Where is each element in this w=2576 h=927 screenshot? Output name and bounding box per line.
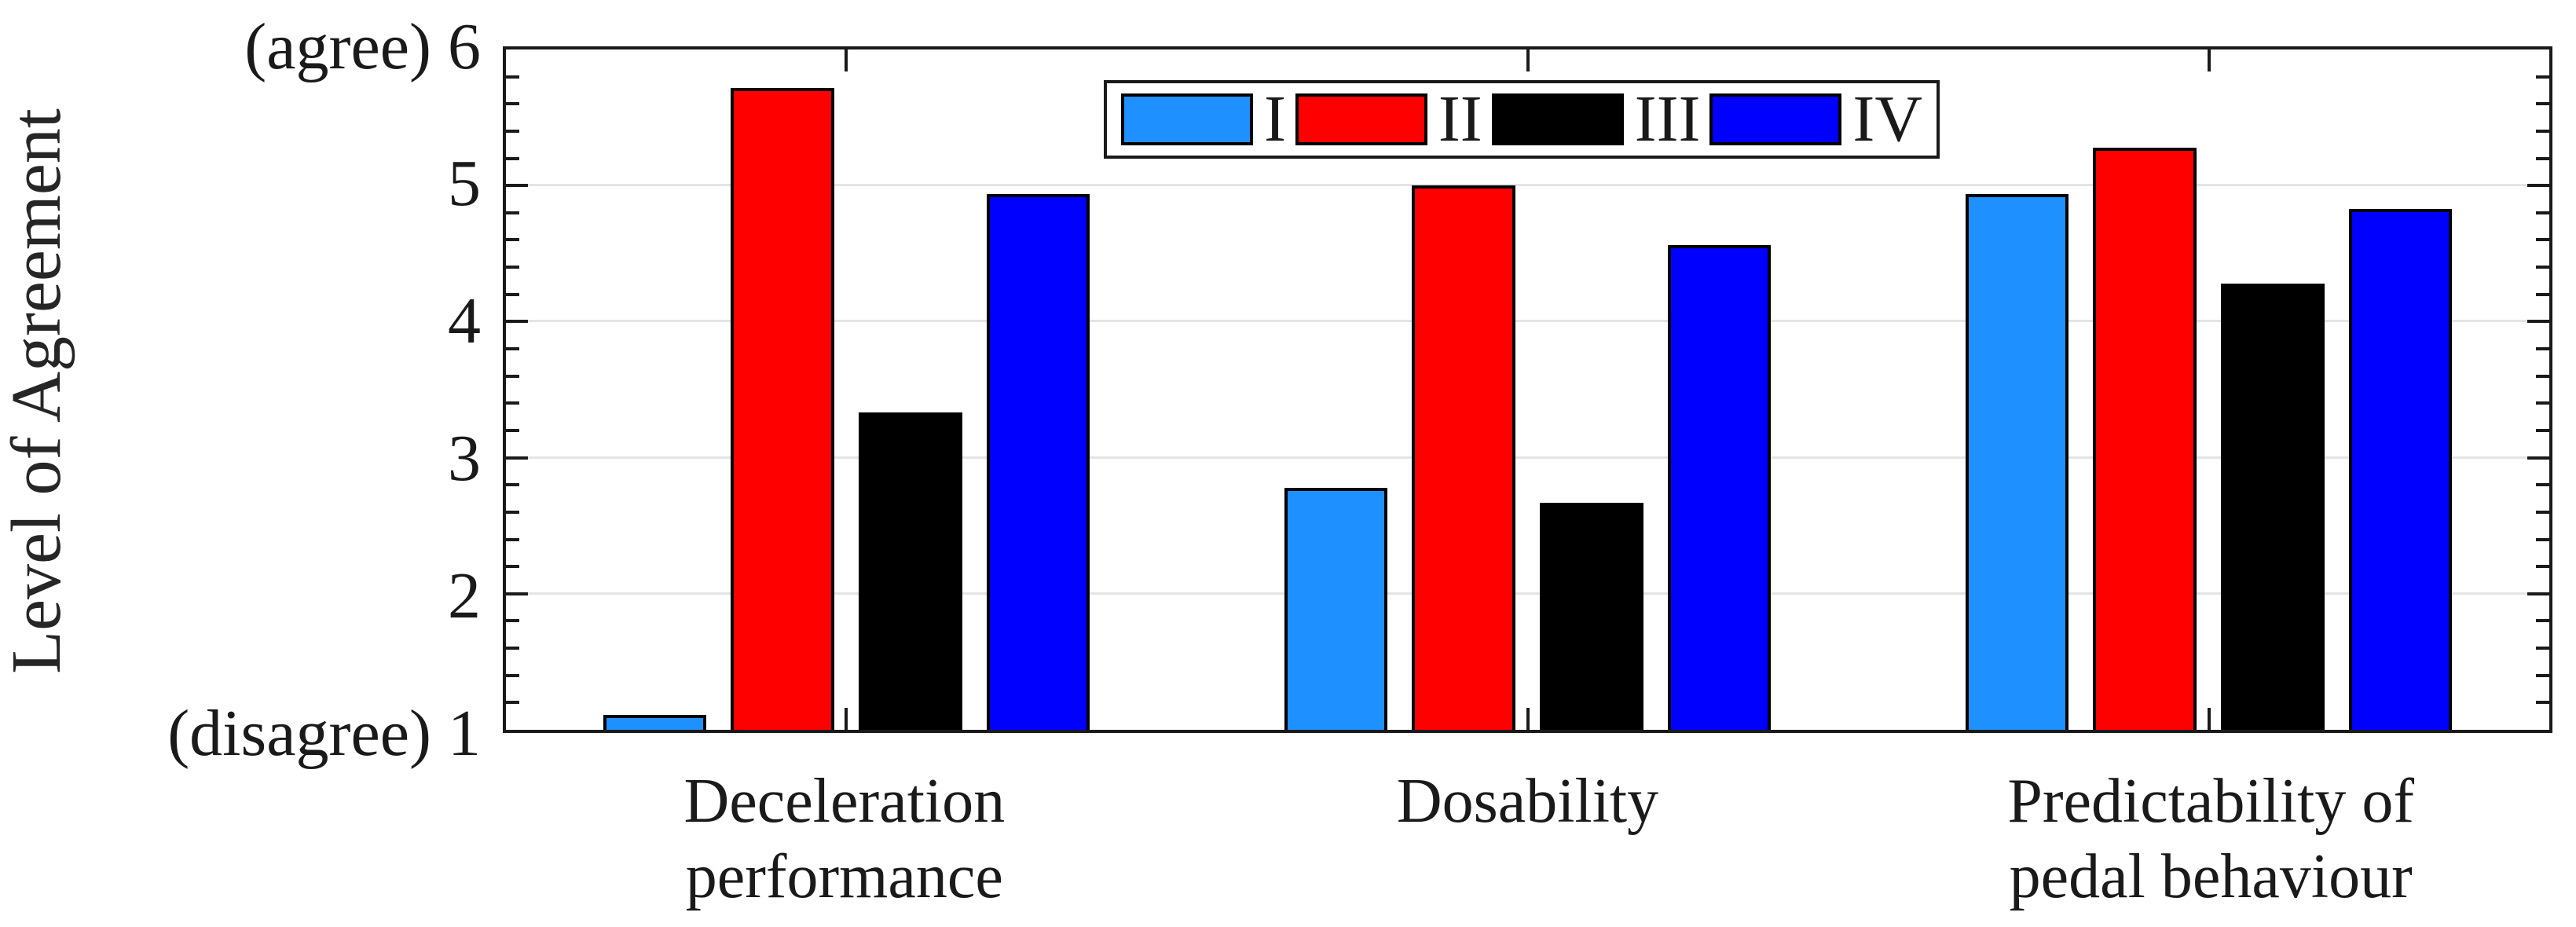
bar-II-deceleration-performance <box>731 87 835 730</box>
x-tick-top-deceleration-performance <box>845 49 848 71</box>
ytick-label-3: 3 <box>448 421 481 495</box>
y-minor-tick-left <box>506 347 519 351</box>
bar-I-predictability-of-pedal-behaviour <box>1965 193 2069 730</box>
x-tick-top-predictability-of-pedal-behaviour <box>2207 49 2211 71</box>
y-minor-tick-left <box>506 673 519 677</box>
y-minor-tick-right <box>2536 537 2549 541</box>
plot-area <box>503 46 2552 733</box>
x-tick-bottom-dosability <box>1526 708 1530 730</box>
legend-label-I: I <box>1264 82 1286 156</box>
gridline-y-5 <box>506 184 2549 187</box>
gridline-y-3 <box>506 456 2549 459</box>
legend-swatch-IV <box>1709 93 1842 145</box>
y-major-tick-right <box>2527 456 2549 460</box>
y-minor-tick-right <box>2536 292 2549 296</box>
bar-IV-deceleration-performance <box>986 193 1090 730</box>
y-minor-tick-left <box>506 292 519 296</box>
y-major-tick-left <box>506 184 528 188</box>
y-minor-tick-left <box>506 102 519 106</box>
y-major-tick-left <box>506 592 528 595</box>
y-minor-tick-right <box>2536 428 2549 432</box>
y-minor-tick-right <box>2536 510 2549 514</box>
y-minor-tick-right <box>2536 374 2549 378</box>
gridline-y-2 <box>506 592 2549 595</box>
y-minor-tick-right <box>2536 156 2549 160</box>
y-minor-tick-right <box>2536 401 2549 405</box>
legend-label-II: II <box>1438 82 1482 156</box>
bar-III-dosability <box>1539 502 1643 730</box>
ytick-label-5: 5 <box>448 147 481 221</box>
bar-III-predictability-of-pedal-behaviour <box>2220 283 2325 730</box>
y-minor-tick-left <box>506 701 519 705</box>
bar-II-dosability <box>1412 185 1516 730</box>
legend-swatch-III <box>1491 93 1624 145</box>
y-minor-tick-right <box>2536 619 2549 623</box>
bar-I-deceleration-performance <box>603 714 707 730</box>
legend-entry-III: III <box>1491 82 1701 156</box>
y-minor-tick-left <box>506 537 519 541</box>
x-tick-bottom-predictability-of-pedal-behaviour <box>2207 708 2211 730</box>
y-major-tick-right <box>2527 320 2549 324</box>
y-minor-tick-left <box>506 565 519 569</box>
y-major-tick-left <box>506 320 528 324</box>
x-tick-top-dosability <box>1526 49 1530 71</box>
y-minor-tick-right <box>2536 75 2549 79</box>
bar-II-predictability-of-pedal-behaviour <box>2093 147 2197 730</box>
y-minor-tick-left <box>506 75 519 79</box>
y-minor-tick-right <box>2536 673 2549 677</box>
y-minor-tick-left <box>506 619 519 623</box>
y-major-tick-right <box>2527 592 2549 595</box>
category-label-dosability: Dosability <box>1396 767 1659 836</box>
bar-III-deceleration-performance <box>858 412 962 730</box>
legend-swatch-II <box>1295 93 1427 145</box>
y-minor-tick-right <box>2536 102 2549 106</box>
y-minor-tick-right <box>2536 238 2549 242</box>
y-minor-tick-right <box>2536 211 2549 214</box>
legend-label-IV: IV <box>1852 82 1922 156</box>
y-minor-tick-left <box>506 211 519 214</box>
y-minor-tick-right <box>2536 129 2549 133</box>
legend: I II III IV <box>1104 80 1940 159</box>
legend-entry-IV: IV <box>1709 86 1922 152</box>
y-minor-tick-left <box>506 156 519 160</box>
y-major-tick-left <box>506 456 528 460</box>
y-minor-tick-left <box>506 647 519 650</box>
y-minor-tick-left <box>506 428 519 432</box>
legend-entry-I: I <box>1121 86 1286 152</box>
legend-label-III: III <box>1634 82 1701 156</box>
y-minor-tick-left <box>506 401 519 405</box>
y-minor-tick-left <box>506 238 519 242</box>
x-tick-bottom-deceleration-performance <box>845 708 848 730</box>
bar-IV-dosability <box>1667 245 1772 730</box>
y-minor-tick-right <box>2536 347 2549 351</box>
gridline-y-4 <box>506 320 2549 323</box>
y-minor-tick-left <box>506 510 519 514</box>
y-minor-tick-left <box>506 266 519 269</box>
y-minor-tick-right <box>2536 701 2549 705</box>
y-minor-tick-left <box>506 374 519 378</box>
y-major-tick-right <box>2527 184 2549 188</box>
ytick-label-1: (disagree) 1 <box>167 696 481 770</box>
category-label-predictability-of-pedal-behaviour: Predictability of pedal behaviour <box>2007 767 2414 911</box>
category-label-deceleration-performance: Deceleration performance <box>683 767 1006 911</box>
bar-I-dosability <box>1284 487 1388 730</box>
legend-swatch-I <box>1121 93 1253 145</box>
y-minor-tick-right <box>2536 266 2549 269</box>
ytick-label-4: 4 <box>448 284 481 358</box>
ytick-label-6: (agree) 6 <box>244 9 481 83</box>
y-minor-tick-right <box>2536 647 2549 650</box>
y-minor-tick-right <box>2536 483 2549 487</box>
y-minor-tick-left <box>506 483 519 487</box>
legend-entry-II: II <box>1295 86 1482 152</box>
ytick-label-2: 2 <box>448 559 481 632</box>
bar-IV-predictability-of-pedal-behaviour <box>2348 208 2453 730</box>
y-minor-tick-left <box>506 129 519 133</box>
y-minor-tick-right <box>2536 565 2549 569</box>
